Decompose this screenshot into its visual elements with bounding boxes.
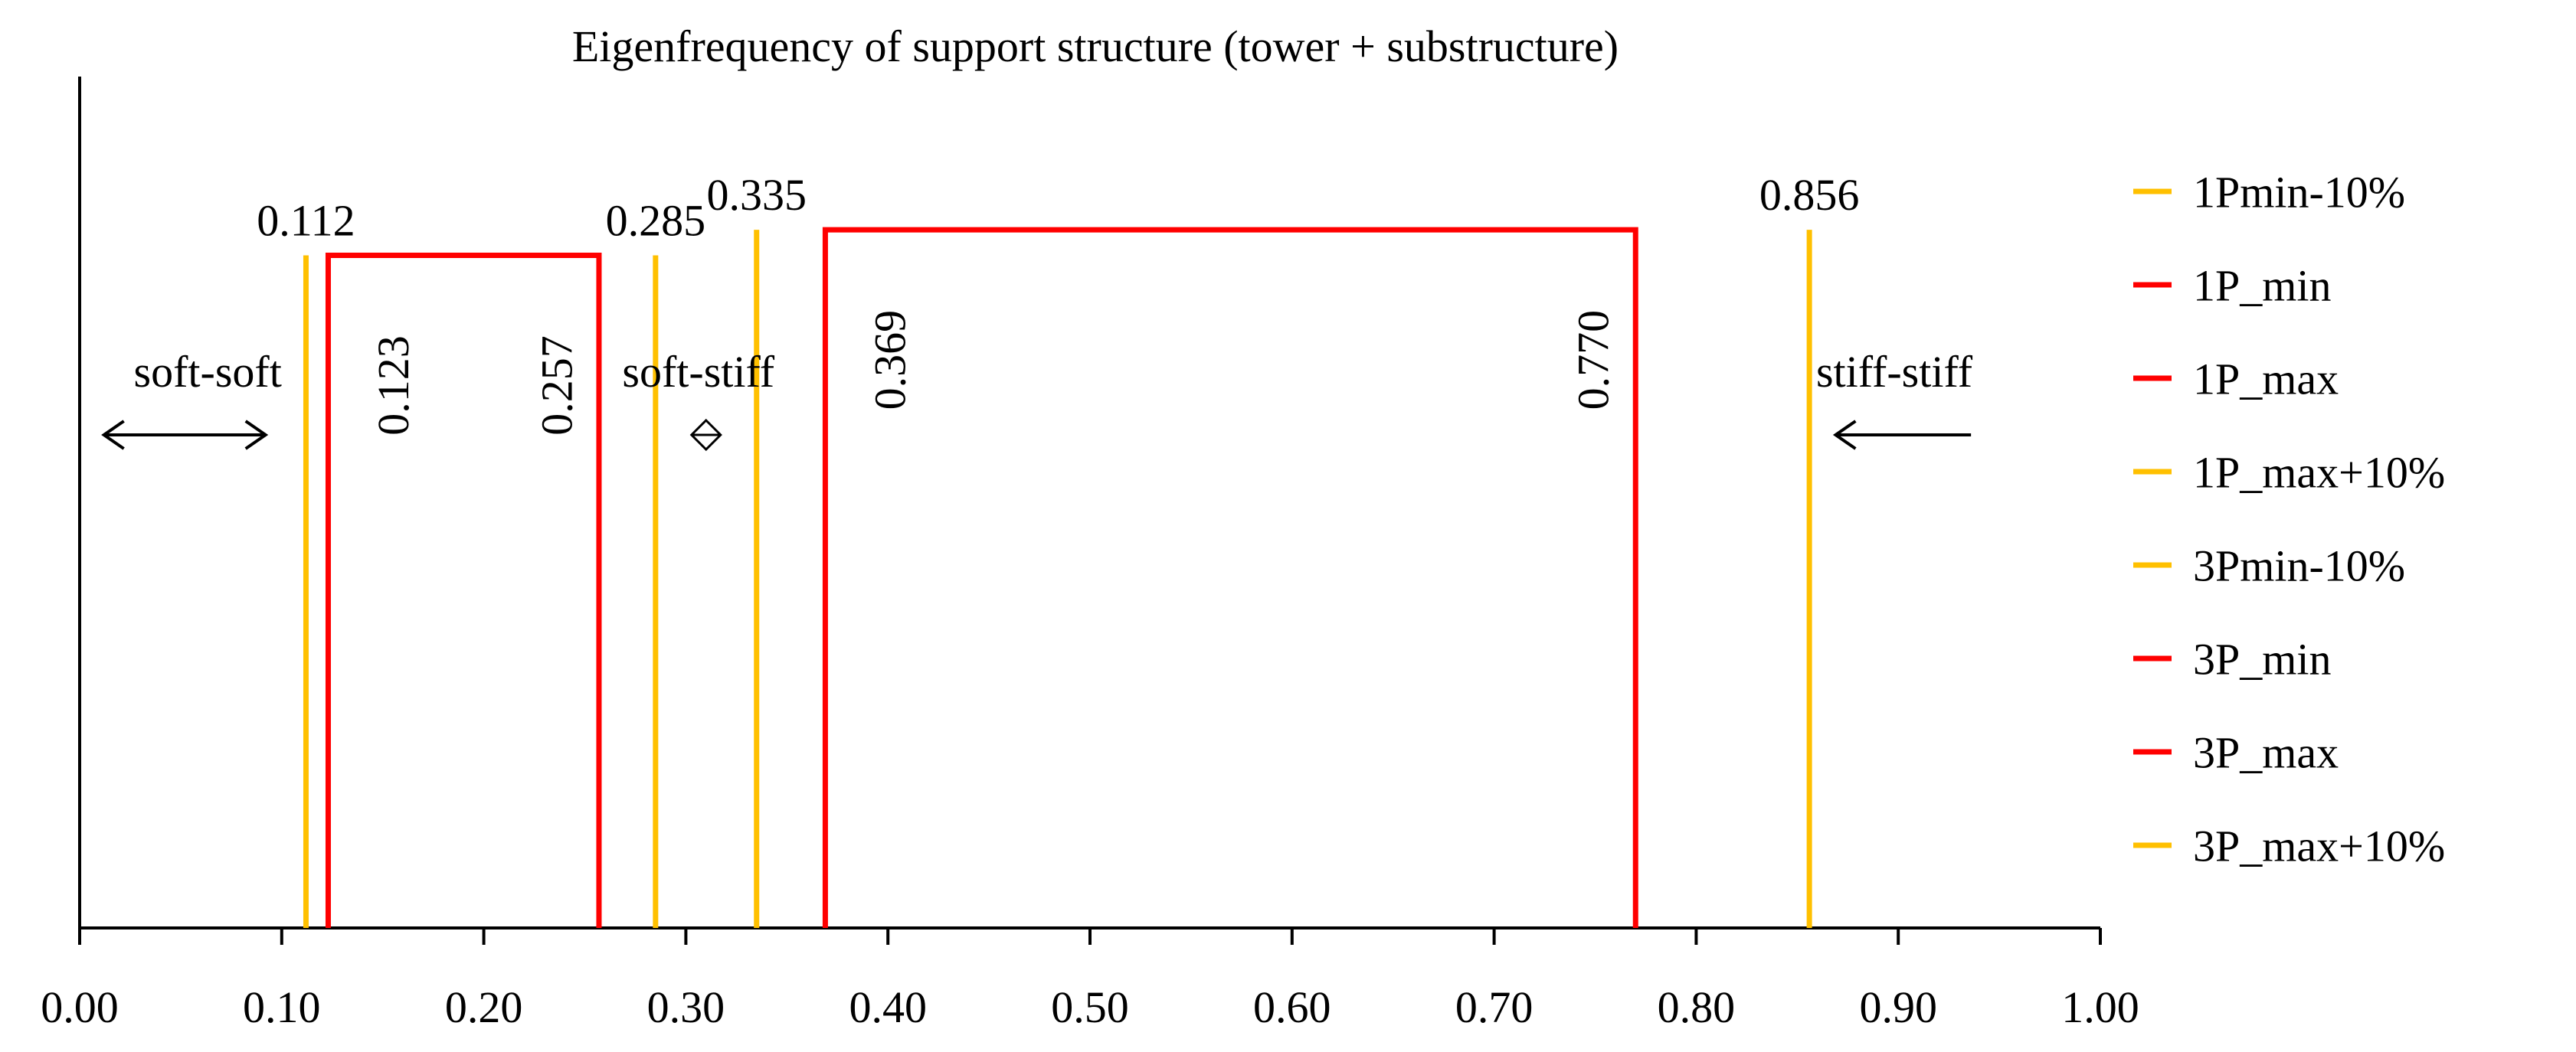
x-tick-label: 0.00 [41,982,119,1032]
x-tick-label: 1.00 [2061,982,2139,1032]
x-tick-label: 0.10 [243,982,321,1032]
region-label: soft-soft [134,347,282,397]
legend-label: 1P_max [2193,354,2339,403]
band-min-label: 0.123 [368,335,418,436]
x-tick-label: 0.40 [849,982,927,1032]
legend: 1Pmin-10% 1P_min 1P_max 1P_max+10% 3Pmin-10%… [2133,167,2445,871]
frequency-band [325,253,602,928]
limit-value-label: 0.335 [706,170,807,220]
chart-title: Eigenfrequency of support structure (tow… [572,21,1619,71]
legend-label: 1Pmin-10% [2193,167,2405,217]
band-max-label: 0.770 [1569,310,1619,410]
x-tick-label: 0.30 [647,982,725,1032]
x-tick-label: 0.90 [1859,982,1937,1032]
region-arrow-head [1832,420,1857,450]
legend-label: 3P_min [2193,634,2332,684]
frequency-band [822,227,1638,928]
legend-label: 1P_max+10% [2193,447,2445,497]
region-arrow-head [101,420,125,450]
region-label: soft-stiff [622,347,774,397]
x-tick-label: 0.20 [445,982,523,1032]
x-tick-label: 0.50 [1051,982,1129,1032]
axes: 0.00 0.10 0.20 0.30 0.40 0.50 0.60 0.70 0.80 0.90… [41,77,2139,1032]
band-max-label: 0.257 [532,335,581,436]
legend-label: 1P_min [2193,260,2332,310]
limit-value-label: 0.112 [257,196,355,246]
region-arrow-head [244,420,269,450]
legend-label: 3P_max+10% [2193,821,2445,871]
limit-value-label: 0.285 [606,196,706,246]
stiffness-regions: soft-soft soft-stiff stiff-stiff [101,347,1973,452]
legend-label: 3Pmin-10% [2193,541,2405,590]
x-tick-label: 0.70 [1455,982,1533,1032]
legend-label: 3P_max [2193,727,2339,777]
limit-value-label: 0.856 [1759,170,1860,220]
x-tick-label: 0.60 [1253,982,1331,1032]
region-label: stiff-stiff [1816,347,1973,397]
band-min-label: 0.369 [866,310,915,410]
region-diamond-marker [689,418,722,452]
x-tick-label: 0.80 [1658,982,1736,1032]
